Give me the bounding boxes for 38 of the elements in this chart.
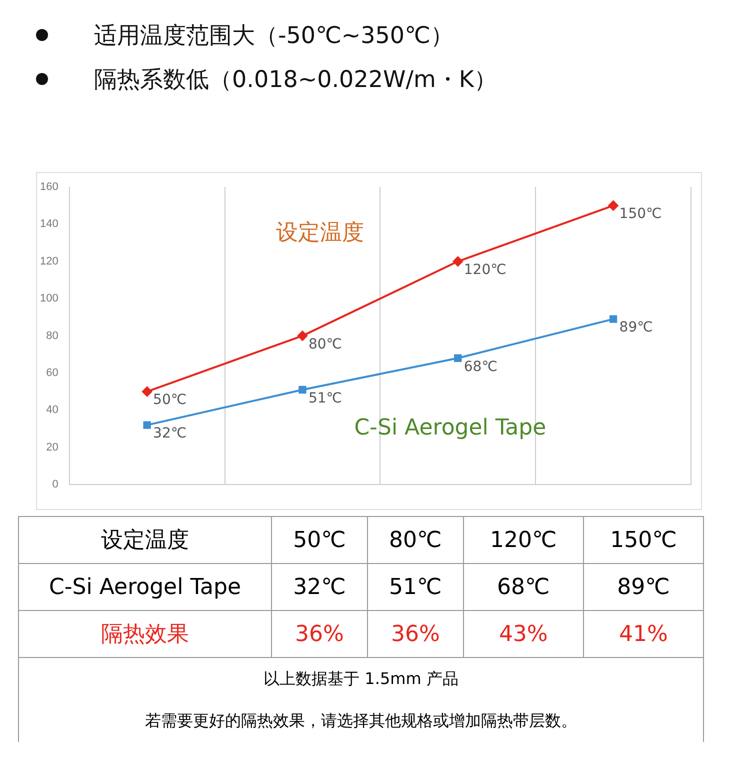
y-tick-label: 80 xyxy=(46,330,58,342)
chart-subtitle: 隔热系数低（0.018~0.022W/m・K） xyxy=(94,67,497,93)
text: 若需要更好的隔热效果，请选择其他规格或增加隔热带层数。 xyxy=(18,700,704,742)
data-label: 68℃ xyxy=(464,358,498,375)
text: 89℃ xyxy=(617,574,670,600)
y-tick-label: 120 xyxy=(40,255,58,268)
text: 32℃ xyxy=(293,574,346,600)
data-label: 89℃ xyxy=(619,320,653,336)
text: 51℃ xyxy=(389,574,442,600)
y-tick-label: 0 xyxy=(52,478,58,491)
text: 以上数据基于 1.5mm 产品 xyxy=(18,658,704,700)
text: 设定温度 xyxy=(276,220,364,246)
text: 设定温度 xyxy=(101,528,189,553)
text: 隔热效果 xyxy=(18,610,272,658)
text: 36% xyxy=(272,610,368,658)
text: 120℃ xyxy=(490,528,557,552)
text: 36% xyxy=(367,610,464,658)
text: 68℃ xyxy=(497,574,550,600)
y-tick-label: 160 xyxy=(40,181,58,194)
text: 80℃ xyxy=(389,528,442,552)
text: 150℃ xyxy=(610,528,677,552)
data-label: 50℃ xyxy=(153,392,187,408)
text: 43% xyxy=(463,610,584,658)
y-tick-label: 40 xyxy=(46,404,58,416)
data-label: 51℃ xyxy=(308,390,342,406)
text: 41% xyxy=(583,610,704,658)
data-label: 32℃ xyxy=(153,426,187,442)
y-tick-label: 20 xyxy=(46,441,58,454)
chart-title: 适用温度范围大（-50℃~350℃） xyxy=(94,23,454,49)
data-label: 120℃ xyxy=(464,262,506,278)
series-label: C-Si Aerogel Tape xyxy=(354,416,546,441)
data-label: 150℃ xyxy=(619,206,662,222)
text: 50℃ xyxy=(293,528,346,552)
y-tick-label: 140 xyxy=(40,218,58,230)
data-label: 80℃ xyxy=(308,336,342,352)
text: C-Si Aerogel Tape xyxy=(49,574,241,600)
y-tick-label: 100 xyxy=(40,292,58,305)
y-tick-label: 60 xyxy=(46,367,58,380)
